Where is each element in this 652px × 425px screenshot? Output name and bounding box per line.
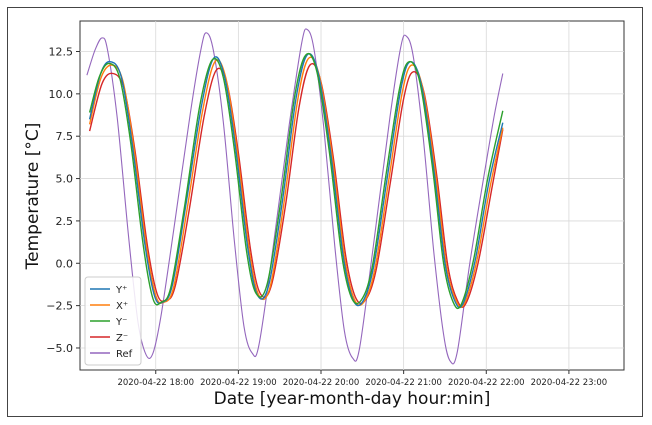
y-axis-ticks: −5.0 −2.5 0.0 2.5 5.0 7.5 10.0 12.5 [46,45,80,355]
x-tick-label: 2020-04-22 23:00 [531,378,608,388]
plot-area [79,20,625,371]
y-tick-label: 5.0 [56,173,74,186]
series-line [88,56,504,309]
series-line [88,53,504,309]
legend-label: Z⁻ [116,333,128,344]
series-line [88,52,504,310]
x-axis-title: Date [year-month-day hour:min] [214,389,491,409]
x-tick-label: 2020-04-22 21:00 [365,378,442,388]
legend-label: Y⁻ [115,317,127,328]
legend-label: Y⁺ [115,285,127,296]
y-tick-label: 2.5 [56,215,74,228]
legend: Y⁺ X⁺ Y⁻ Z⁻ Ref [84,276,142,366]
x-tick-label: 2020-04-22 19:00 [200,378,277,388]
x-axis-ticks: 2020-04-22 18:00 2020-04-22 19:00 2020-04-… [117,370,607,388]
x-tick-label: 2020-04-22 20:00 [283,378,360,388]
y-tick-label: 12.5 [49,45,74,58]
y-tick-label: 7.5 [56,130,74,143]
x-tick-label: 2020-04-22 22:00 [448,378,525,388]
series-layer [86,28,504,365]
x-tick-label: 2020-04-22 18:00 [117,378,194,388]
grid-lines [80,21,624,370]
legend-box [84,276,142,366]
y-axis-title: Temperature [°C] [23,123,43,271]
legend-label: X⁺ [116,301,128,312]
series-line [88,63,504,308]
legend-label: Ref [116,349,133,360]
y-tick-label: −2.5 [46,300,73,313]
y-tick-label: 0.0 [56,257,74,270]
y-tick-label: 10.0 [49,88,74,101]
series-line [86,28,504,365]
y-tick-label: −5.0 [46,342,73,355]
